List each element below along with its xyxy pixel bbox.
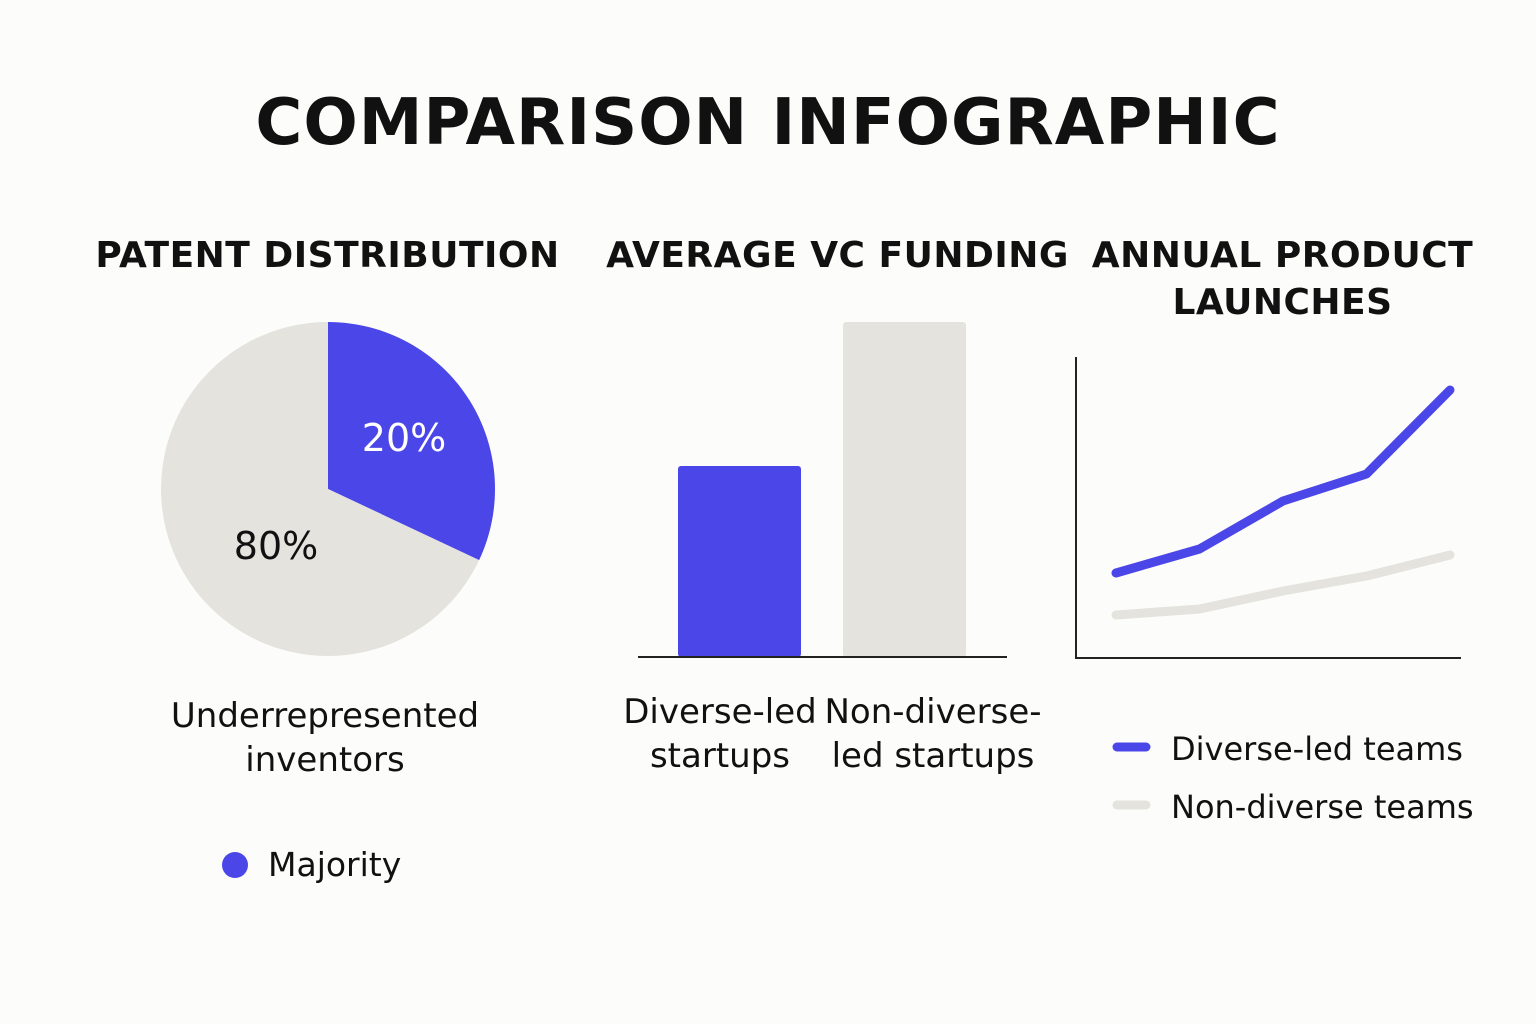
pie-slice-minority — [328, 322, 496, 561]
pie-chart-title: PATENT DISTRIBUTION — [95, 235, 560, 276]
line-chart-title: ANNUAL PRODUCT LAUNCHES — [1085, 232, 1480, 326]
pie-chart: 20% 80% Majority — [161, 322, 496, 884]
bar-category-label-non-diverse-led-line-2: led startups — [831, 736, 1035, 776]
line-chart-title-line-1: ANNUAL PRODUCT — [1091, 235, 1474, 276]
pie-slice-majority — [161, 322, 480, 657]
bar-category-label-diverse-led: Diverse-led startups — [615, 690, 825, 778]
bar-non-diverse-led — [843, 322, 966, 657]
bar-category-label-diverse-led-line-1: Diverse-led — [623, 692, 817, 732]
legend-label-non-diverse-teams: Non-diverse teams — [1171, 788, 1474, 826]
bar-chart — [638, 322, 1007, 658]
series-line-diverse-led-teams — [1111, 385, 1455, 578]
series-line-non-diverse-teams — [1111, 550, 1455, 620]
legend-dot-majority — [222, 852, 248, 878]
bar-category-label-non-diverse-led-line-1: Non-diverse- — [824, 692, 1042, 732]
bar-category-label-non-diverse-led: Non-diverse- led startups — [823, 690, 1043, 778]
pie-caption: Underrepresented inventors — [140, 694, 510, 782]
bar-category-label-diverse-led-line-2: startups — [649, 736, 791, 776]
bar-diverse-led — [678, 466, 801, 657]
pie-caption-line-1: Underrepresented — [170, 696, 480, 736]
legend-label-majority: Majority — [268, 845, 401, 884]
page-title: COMPARISON INFOGRAPHIC — [255, 86, 1281, 160]
pie-slice-label-majority: 80% — [234, 524, 318, 568]
pie-caption-line-2: inventors — [245, 740, 405, 780]
bar-chart-title: AVERAGE VC FUNDING — [606, 235, 1069, 276]
line-chart: Diverse-led teams Non-diverse teams — [1075, 357, 1474, 826]
legend-label-diverse-led-teams: Diverse-led teams — [1171, 730, 1463, 768]
pie-slice-label-minority: 20% — [362, 416, 446, 460]
line-chart-title-line-2: LAUNCHES — [1172, 282, 1393, 323]
